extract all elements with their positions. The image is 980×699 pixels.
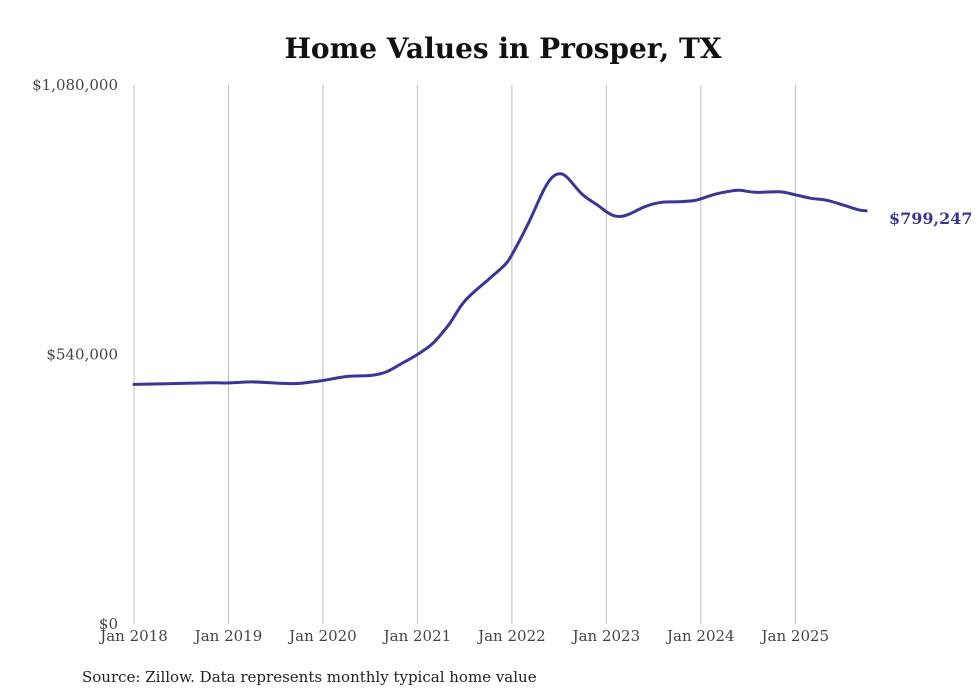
end-value-label: $799,247 [889,209,973,228]
x-tick-label: Jan 2020 [287,627,357,645]
source-note: Source: Zillow. Data represents monthly … [82,668,537,686]
x-axis-ticks: Jan 2018 Jan 2019 Jan 2020 Jan 2021 Jan 2022… [98,627,829,645]
y-tick-label: $540,000 [46,346,118,364]
x-tick-label: Jan 2018 [98,627,168,645]
x-tick-label: Jan 2022 [476,627,546,645]
x-tick-label: Jan 2023 [571,627,641,645]
y-tick-label: $1,080,000 [32,76,118,94]
y-axis-ticks: $0 $540,000 $1,080,000 [32,76,118,633]
x-tick-label: Jan 2024 [665,627,735,645]
x-tick-label: Jan 2019 [193,627,263,645]
series-line [132,172,868,386]
gridlines [133,85,796,624]
x-tick-label: Jan 2025 [760,627,830,645]
y-tick-label: $0 [99,615,118,633]
x-tick-label: Jan 2021 [382,627,452,645]
chart-title: Home Values in Prosper, TX [284,32,721,65]
